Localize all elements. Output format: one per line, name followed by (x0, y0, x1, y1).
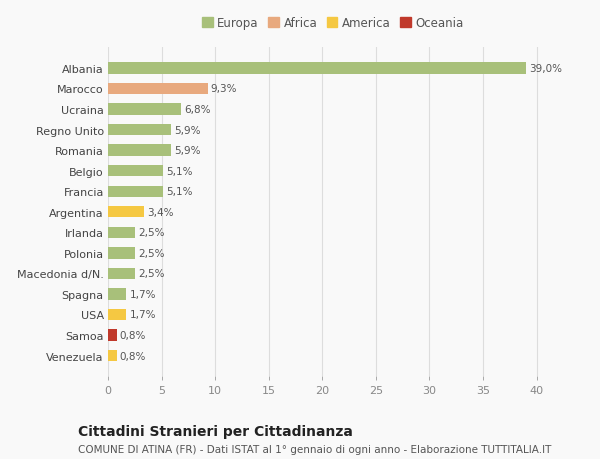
Bar (108, 330, 116, 341)
Text: 5,1%: 5,1% (166, 187, 193, 197)
Text: 6,8%: 6,8% (184, 105, 211, 115)
Bar (108, 125, 171, 136)
Bar (108, 186, 163, 197)
Text: 39,0%: 39,0% (529, 64, 562, 74)
Text: 9,3%: 9,3% (211, 84, 238, 94)
Bar (108, 166, 163, 177)
Bar (108, 227, 135, 238)
Text: 0,8%: 0,8% (120, 351, 146, 361)
Bar (108, 84, 208, 95)
Text: 1,7%: 1,7% (130, 289, 156, 299)
Text: 5,9%: 5,9% (175, 125, 201, 135)
Bar (108, 350, 116, 362)
Text: 3,4%: 3,4% (148, 207, 174, 217)
Text: COMUNE DI ATINA (FR) - Dati ISTAT al 1° gennaio di ogni anno - Elaborazione TUTT: COMUNE DI ATINA (FR) - Dati ISTAT al 1° … (78, 444, 551, 454)
Bar (108, 63, 526, 74)
Bar (108, 289, 126, 300)
Text: 5,9%: 5,9% (175, 146, 201, 156)
Text: 0,8%: 0,8% (120, 330, 146, 340)
Text: 5,1%: 5,1% (166, 166, 193, 176)
Bar (108, 104, 181, 115)
Text: 2,5%: 2,5% (138, 248, 164, 258)
Bar (108, 145, 171, 157)
Text: 1,7%: 1,7% (130, 310, 156, 320)
Legend: Europa, Africa, America, Oceania: Europa, Africa, America, Oceania (200, 15, 466, 33)
Text: 2,5%: 2,5% (138, 228, 164, 238)
Text: 2,5%: 2,5% (138, 269, 164, 279)
Text: Cittadini Stranieri per Cittadinanza: Cittadini Stranieri per Cittadinanza (78, 425, 353, 438)
Bar (108, 268, 135, 280)
Bar (108, 248, 135, 259)
Bar (108, 309, 126, 320)
Bar (108, 207, 145, 218)
